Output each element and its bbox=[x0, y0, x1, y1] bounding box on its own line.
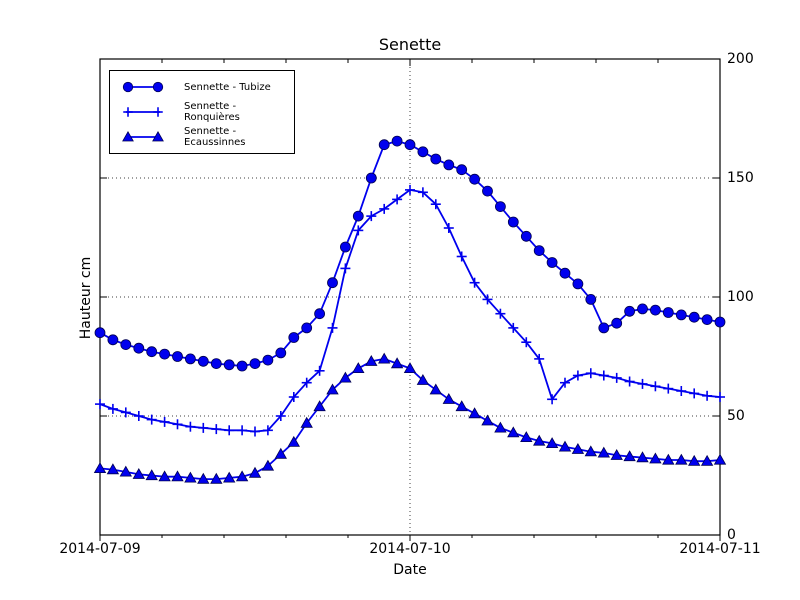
legend-triangle-marker-icon bbox=[122, 130, 164, 142]
legend-label-tubize: Sennette - Tubize bbox=[184, 81, 271, 93]
legend-plus-marker-icon bbox=[123, 107, 163, 117]
axis-ticks bbox=[99, 58, 721, 541]
chart-title: Senette bbox=[378, 35, 442, 54]
gridlines bbox=[100, 59, 720, 535]
legend-entry-ronquieres: Sennette - Ronquières bbox=[119, 100, 294, 124]
y-tick-150: 150 bbox=[727, 170, 754, 186]
y-tick-0: 0 bbox=[727, 527, 736, 543]
y-tick-100: 100 bbox=[727, 289, 754, 305]
series-plus bbox=[95, 184, 725, 437]
x-tick-2014-07-10: 2014-07-10 bbox=[369, 541, 451, 557]
x-axis-label: Date bbox=[393, 562, 427, 578]
y-tick-200: 200 bbox=[727, 51, 754, 67]
x-tick-2014-07-09: 2014-07-09 bbox=[59, 541, 141, 557]
legend-entry-tubize: Sennette - Tubize bbox=[119, 75, 294, 99]
x-tick-2014-07-11: 2014-07-11 bbox=[679, 541, 761, 557]
legend-entry-ecaussinnes: Sennette - Ecaussinnes bbox=[119, 125, 294, 149]
legend-label-ecaussinnes: Sennette - Ecaussinnes bbox=[184, 125, 246, 148]
series-triangle-up bbox=[93, 352, 727, 484]
y-tick-50: 50 bbox=[727, 408, 745, 424]
y-axis-label: Hauteur cm bbox=[78, 256, 94, 340]
series-circle bbox=[94, 135, 726, 372]
legend: Sennette - Tubize Sennette - Ronquières … bbox=[109, 70, 295, 154]
legend-circle-marker-icon bbox=[122, 82, 164, 93]
legend-label-ronquieres: Sennette - Ronquières bbox=[184, 100, 240, 123]
